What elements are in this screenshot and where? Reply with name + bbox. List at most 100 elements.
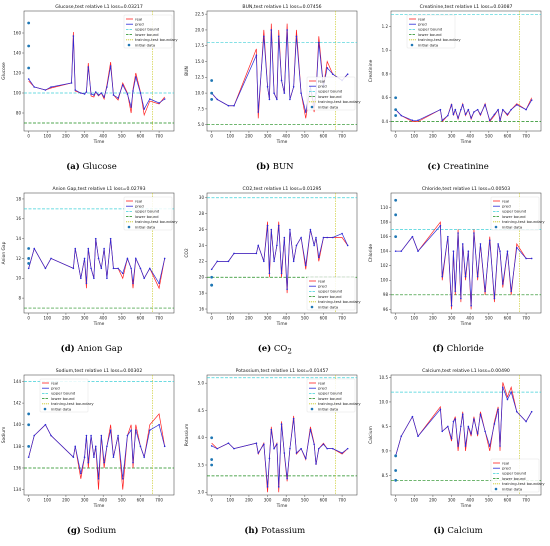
legend-entry: initial data bbox=[318, 104, 338, 109]
pred-point bbox=[411, 235, 413, 238]
pred-point bbox=[121, 84, 124, 86]
pred-point bbox=[326, 67, 329, 69]
x-tick-label: 300 bbox=[447, 498, 455, 503]
pred-point bbox=[85, 434, 88, 437]
x-tick-label: 500 bbox=[301, 316, 309, 321]
y-tick-label: 22.5 bbox=[195, 12, 204, 17]
pred-point bbox=[93, 94, 95, 96]
pred-point bbox=[257, 244, 260, 247]
y-tick-label: 12 bbox=[16, 256, 22, 261]
pred-point bbox=[483, 290, 486, 292]
legend-entry: upper bound bbox=[318, 391, 343, 396]
pred-point bbox=[94, 237, 97, 240]
pred-point bbox=[515, 410, 518, 413]
caption-letter: (c) bbox=[427, 162, 441, 172]
x-axis-label: Time bbox=[276, 503, 288, 509]
legend-entry: lower bound bbox=[418, 32, 442, 37]
y-tick-label: 0.6 bbox=[381, 95, 388, 100]
pred-point bbox=[305, 264, 307, 267]
pred-point bbox=[117, 434, 119, 437]
pred-point bbox=[50, 257, 52, 260]
pred-point bbox=[472, 232, 475, 234]
pred-point bbox=[464, 275, 466, 278]
pred-point bbox=[476, 275, 479, 278]
legend-entry: pred bbox=[51, 386, 60, 391]
legend-box bbox=[123, 14, 173, 49]
pred-point bbox=[44, 89, 47, 91]
pred-point bbox=[469, 117, 472, 119]
pred-point bbox=[305, 111, 307, 113]
legend-swatch-initial bbox=[494, 487, 497, 491]
pred-point bbox=[87, 66, 90, 68]
legend-entry: pred bbox=[135, 204, 144, 209]
pred-point bbox=[163, 98, 166, 100]
x-tick-label: 300 bbox=[264, 316, 272, 321]
pred-point bbox=[315, 463, 318, 465]
caption-letter: (h) bbox=[244, 526, 259, 536]
pred-point bbox=[117, 267, 119, 270]
pred-point bbox=[450, 304, 452, 307]
x-tick-label: 700 bbox=[339, 316, 347, 321]
pred-point bbox=[509, 290, 512, 292]
pred-point bbox=[461, 413, 464, 415]
caption-subscript: 2 bbox=[287, 346, 292, 356]
pred-point bbox=[94, 91, 97, 93]
pred-point bbox=[524, 420, 527, 423]
legend-swatch-initial bbox=[43, 407, 47, 411]
legend-entry: training-test boundary bbox=[502, 481, 545, 486]
y-axis-label: Creatinine bbox=[368, 59, 374, 82]
pred-point bbox=[281, 79, 283, 82]
pred-point bbox=[416, 435, 419, 438]
x-tick-label: 0 bbox=[27, 498, 30, 503]
pred-point bbox=[227, 260, 230, 263]
pred-point bbox=[27, 456, 30, 458]
initial-data-point bbox=[393, 235, 397, 239]
legend-entry: upper bound bbox=[418, 27, 443, 32]
legend-entry: lower bound bbox=[318, 94, 342, 99]
pred-point bbox=[469, 304, 472, 307]
y-tick-label: 4.5 bbox=[198, 408, 205, 413]
pred-point bbox=[441, 119, 443, 122]
series-pred-line bbox=[211, 29, 349, 113]
legend-entry: real bbox=[318, 78, 325, 83]
pred-point bbox=[295, 452, 298, 454]
pred-point bbox=[483, 430, 486, 433]
legend-entry: lower bound bbox=[51, 396, 75, 401]
y-tick-label: 24 bbox=[199, 243, 205, 248]
pred-point bbox=[467, 108, 469, 111]
pred-point bbox=[509, 391, 512, 393]
pred-point bbox=[233, 104, 236, 107]
y-axis-label: Anion Gap bbox=[1, 241, 7, 264]
pred-point bbox=[97, 257, 100, 260]
plot-title: Chloride,test relative L1 loss=0.00503 bbox=[421, 186, 509, 192]
plot-frame bbox=[207, 10, 358, 132]
y-tick-label: 138 bbox=[13, 444, 21, 449]
pred-point bbox=[72, 267, 75, 270]
y-tick-label: 20.0 bbox=[195, 27, 204, 32]
pred-point bbox=[267, 85, 269, 88]
x-tick-label: 500 bbox=[118, 316, 126, 321]
pred-point bbox=[461, 243, 464, 245]
subplot-calcium: Calcium,test relative L1 loss=0.00490 0 10… bbox=[367, 364, 550, 546]
pred-point bbox=[322, 236, 325, 239]
x-tick-label: 700 bbox=[339, 134, 347, 139]
pred-point bbox=[450, 437, 452, 440]
x-tick-label: 0 bbox=[211, 498, 214, 503]
y-tick-label: 5.0 bbox=[198, 122, 205, 127]
pred-point bbox=[313, 244, 316, 247]
x-tick-label: 200 bbox=[429, 134, 437, 139]
pred-point bbox=[454, 290, 456, 292]
y-tick-label: 144 bbox=[13, 379, 21, 384]
x-tick-label: 600 bbox=[320, 498, 328, 503]
x-tick-label: 200 bbox=[62, 316, 70, 321]
x-tick-label: 200 bbox=[62, 134, 70, 139]
initial-data-point bbox=[27, 66, 31, 70]
initial-data-point bbox=[27, 423, 31, 427]
x-tick-label: 100 bbox=[410, 134, 418, 139]
pred-point bbox=[268, 457, 271, 460]
legend-swatch-initial bbox=[310, 105, 314, 109]
pred-point bbox=[309, 228, 312, 231]
legend-entry: pred bbox=[418, 22, 427, 27]
